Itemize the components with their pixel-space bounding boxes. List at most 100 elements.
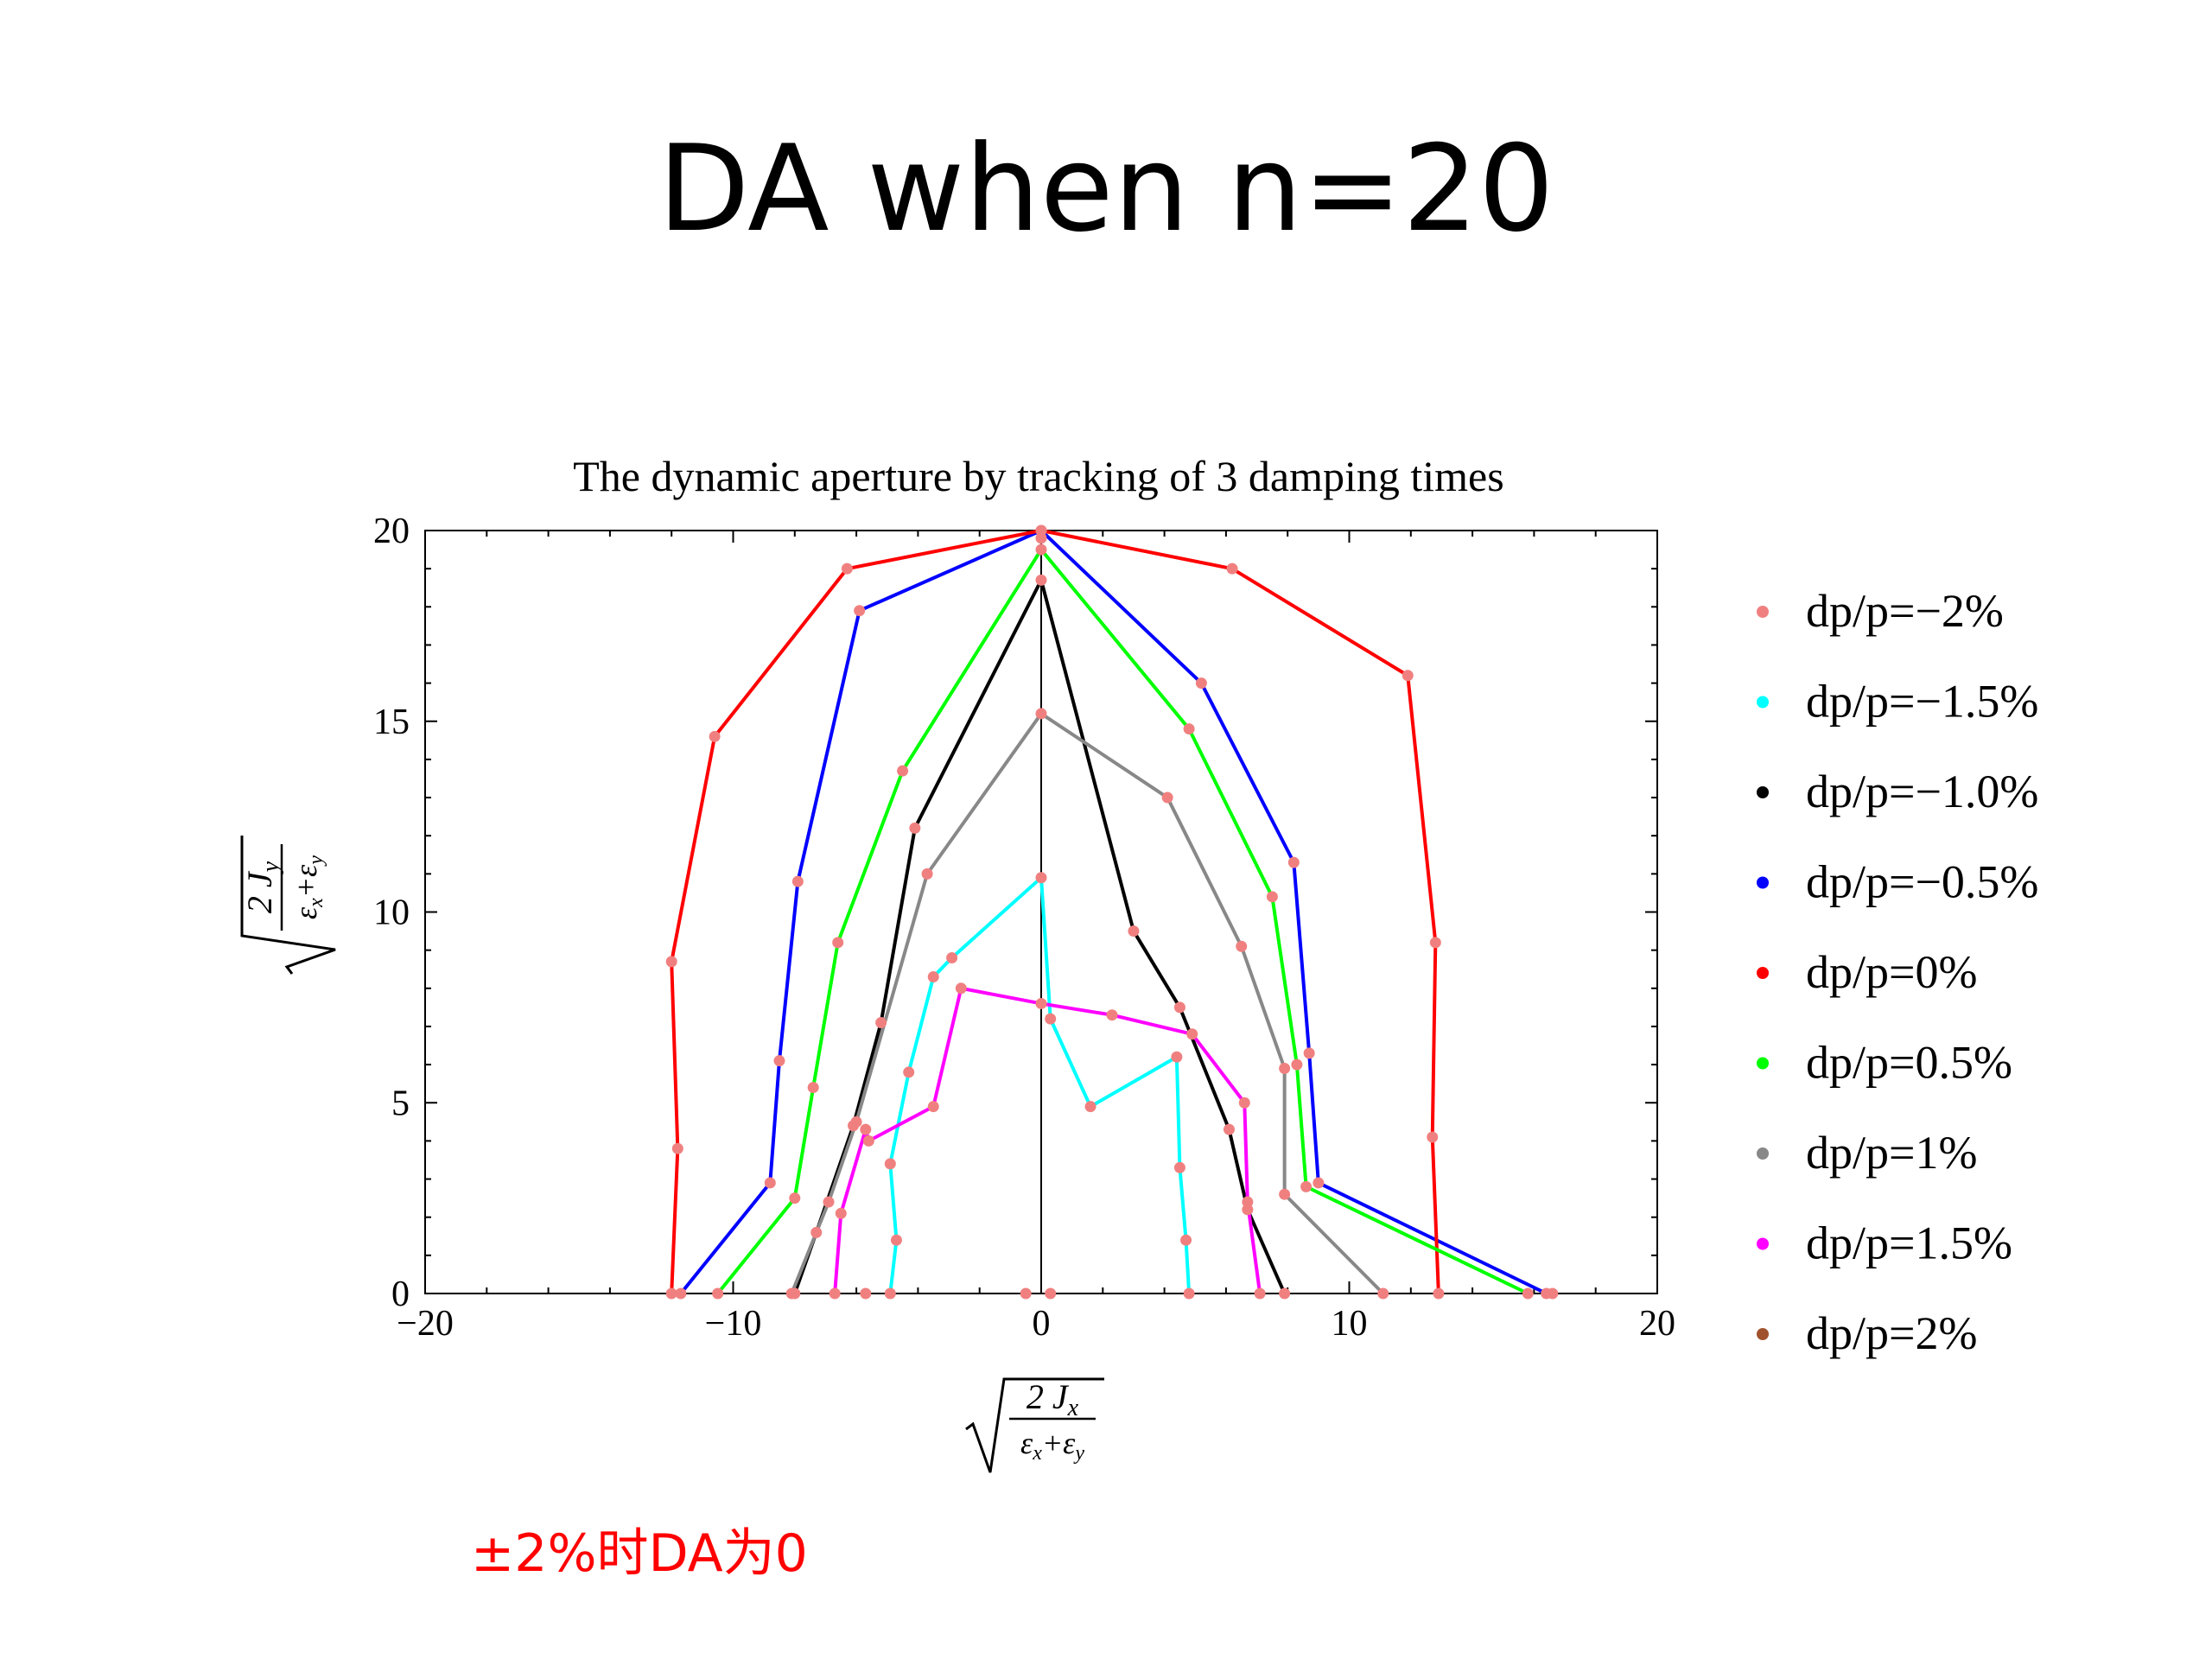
data-point <box>709 730 721 742</box>
data-point <box>665 1287 677 1300</box>
data-point <box>773 1055 785 1067</box>
legend-label: dp/p=2% <box>1806 1307 1977 1359</box>
legend-label: dp/p=0.5% <box>1806 1037 2012 1089</box>
data-point <box>946 951 958 963</box>
data-point <box>1195 677 1207 690</box>
data-point <box>1035 532 1047 544</box>
radical-sign <box>240 836 336 975</box>
series-markers <box>665 524 1559 1300</box>
legend-marker <box>1757 696 1769 709</box>
data-point <box>884 1158 896 1170</box>
data-point <box>1236 940 1248 952</box>
data-point <box>1242 1196 1254 1208</box>
data-point <box>807 1082 819 1094</box>
data-point <box>835 1207 847 1219</box>
legend-label: dp/p=0% <box>1806 946 1977 998</box>
legend-marker <box>1757 967 1769 979</box>
label-denominator: εx+εy <box>289 855 327 919</box>
axes <box>424 530 1658 1294</box>
data-point <box>875 1017 887 1029</box>
label-numerator: 2 Jy <box>240 861 284 913</box>
data-point <box>1433 1287 1445 1300</box>
x-axis-label: 2 Jx εx+εy <box>965 1377 1104 1473</box>
data-point <box>1254 1287 1266 1300</box>
data-point <box>829 1287 841 1300</box>
series-line <box>888 875 1192 1294</box>
series-line <box>833 986 1262 1294</box>
data-point <box>671 1142 683 1154</box>
data-point <box>1045 1013 1057 1025</box>
data-point <box>1186 1028 1198 1040</box>
data-point <box>860 1123 872 1135</box>
data-point <box>1402 670 1414 682</box>
data-point <box>862 1135 874 1147</box>
legend-marker <box>1757 1237 1769 1250</box>
x-tick-label: 20 <box>1639 1304 1675 1344</box>
legend-marker <box>1757 1328 1769 1340</box>
series-line <box>790 711 1385 1295</box>
data-point <box>1279 1063 1291 1075</box>
data-point <box>1035 708 1047 720</box>
data-point <box>1238 1096 1250 1109</box>
data-point <box>1035 872 1047 884</box>
data-point <box>712 1287 724 1300</box>
y-tick-label: 20 <box>373 512 410 551</box>
data-point <box>1035 574 1047 586</box>
data-point <box>903 1066 915 1078</box>
data-point <box>764 1177 776 1189</box>
data-point <box>854 605 866 617</box>
data-point <box>1266 891 1278 903</box>
data-point <box>1313 1177 1325 1189</box>
data-point <box>1183 1287 1195 1300</box>
data-point <box>955 982 967 995</box>
slide-title: DA when n=20 <box>658 119 1554 258</box>
series-line <box>716 548 1529 1295</box>
y-tick-label: 5 <box>391 1084 410 1123</box>
data-point <box>1547 1287 1559 1300</box>
data-point <box>884 1287 896 1300</box>
legend-label: dp/p=−0.5% <box>1806 856 2038 908</box>
data-point <box>921 868 933 880</box>
data-point <box>1183 723 1195 735</box>
series-line <box>679 529 1548 1295</box>
legend-label: dp/p=−2% <box>1806 585 2004 637</box>
data-point <box>789 1192 801 1205</box>
data-point <box>832 937 844 949</box>
data-point <box>810 1226 823 1238</box>
legend: dp/p=−2% dp/p=−1.5% dp/p=−1.0% dp/p=−0.5% dp… <box>1757 585 2038 1359</box>
data-point <box>1427 1131 1439 1143</box>
data-point <box>897 765 909 777</box>
data-point <box>1300 1180 1313 1192</box>
series-line <box>792 578 1287 1294</box>
data-point <box>1171 1051 1183 1063</box>
radical-sign <box>965 1377 1104 1473</box>
data-point <box>860 1287 872 1300</box>
x-tick-label: −10 <box>705 1304 762 1344</box>
legend-marker <box>1757 1057 1769 1070</box>
data-point <box>1223 1123 1235 1135</box>
data-point <box>1303 1047 1315 1059</box>
data-point <box>1106 1009 1118 1021</box>
legend-marker <box>1757 786 1769 798</box>
series-lines <box>670 529 1548 1295</box>
data-point <box>909 822 921 834</box>
data-point <box>890 1234 902 1246</box>
y-tick-label: 0 <box>391 1274 410 1314</box>
legend-label: dp/p=1.5% <box>1806 1217 2012 1269</box>
series-line <box>670 529 1440 1294</box>
data-point <box>1035 997 1047 1009</box>
legend-label: dp/p=1% <box>1806 1127 1977 1179</box>
data-point <box>1084 1101 1096 1113</box>
data-point <box>1173 1001 1185 1014</box>
y-tick-label: 15 <box>373 702 410 742</box>
data-point <box>1180 1234 1192 1246</box>
data-point <box>1045 1287 1057 1300</box>
label-denominator: εx+εy <box>1020 1426 1084 1465</box>
data-point <box>823 1196 835 1208</box>
data-point <box>1173 1161 1185 1173</box>
data-point <box>1226 563 1238 575</box>
data-point <box>675 1287 687 1300</box>
data-point <box>1020 1287 1032 1300</box>
